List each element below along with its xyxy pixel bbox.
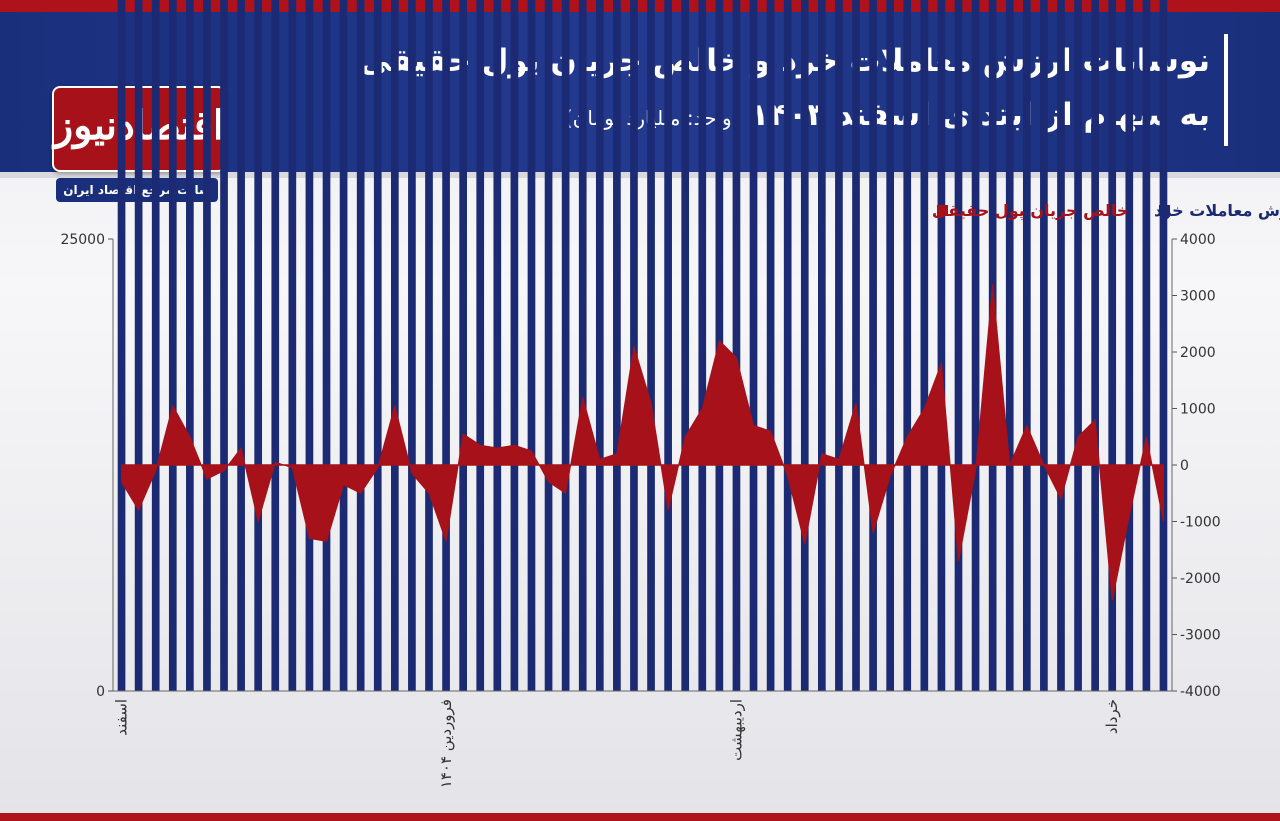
title-accent-bar	[1224, 34, 1228, 146]
right-axis-label: 4000	[1180, 232, 1216, 248]
bar	[595, 0, 604, 691]
bar-series	[117, 0, 1168, 692]
bottom-accent-strip	[0, 813, 1280, 821]
legend: ارزش معاملات خرد خالص جریان پول حقیقی	[932, 201, 1280, 221]
bar	[800, 0, 809, 691]
legend-swatch	[1159, 205, 1170, 216]
bar	[510, 0, 519, 691]
right-axis-label: -1000	[1180, 515, 1221, 531]
right-axis-label: -3000	[1180, 628, 1221, 644]
bar	[186, 0, 194, 691]
bar	[305, 0, 314, 692]
bar	[732, 0, 741, 691]
bar	[220, 0, 228, 692]
x-axis-label: اردیبهشت	[727, 699, 745, 761]
x-axis-label: فروردین ۱۴۰۴	[437, 699, 455, 788]
bar	[971, 0, 980, 691]
bar	[339, 0, 348, 691]
right-axis-label: 2000	[1180, 345, 1216, 361]
bar	[1040, 0, 1048, 691]
bar	[254, 0, 263, 691]
bar	[168, 0, 177, 691]
bar	[852, 0, 860, 691]
bar	[1142, 0, 1151, 691]
right-axis-label: -2000	[1180, 571, 1221, 587]
bar	[783, 0, 792, 691]
bar	[151, 0, 160, 691]
header-divider	[0, 172, 1280, 178]
bar	[237, 0, 245, 691]
bar	[886, 0, 895, 691]
bar	[954, 0, 963, 691]
legend-label: خالص جریان پول حقیقی	[932, 201, 1128, 221]
bar	[1022, 0, 1031, 691]
bar	[1159, 0, 1168, 692]
bar	[766, 0, 775, 691]
bar	[288, 0, 297, 691]
left-axis-label: 25000	[60, 232, 105, 248]
bar	[818, 0, 826, 691]
bar	[561, 0, 570, 691]
bar	[373, 0, 382, 691]
bar	[664, 0, 672, 691]
bar	[1057, 0, 1065, 692]
bar	[408, 0, 416, 692]
net-flow-area	[121, 284, 1164, 601]
bar	[425, 0, 433, 692]
bar	[1091, 0, 1099, 692]
bar	[117, 0, 126, 692]
bar	[527, 0, 536, 691]
bar	[493, 0, 502, 691]
x-axis-label: اسفند	[113, 699, 131, 736]
legend-swatch	[937, 205, 948, 216]
bar	[459, 0, 467, 691]
right-axis-label: 1000	[1180, 402, 1216, 418]
legend-label: ارزش معاملات خرد	[1154, 201, 1280, 220]
bar	[134, 0, 143, 692]
bar	[749, 0, 758, 691]
bar	[681, 0, 690, 691]
bar	[544, 0, 553, 691]
right-axis-label: 0	[1180, 458, 1189, 474]
bar	[613, 0, 621, 691]
right-axis-label: 3000	[1180, 289, 1216, 305]
bar	[869, 0, 877, 691]
bar	[647, 0, 655, 691]
bar	[390, 0, 399, 691]
bar	[698, 0, 707, 691]
bar	[476, 0, 485, 691]
bar	[203, 0, 211, 691]
bar	[356, 0, 365, 692]
bar	[835, 0, 843, 691]
axes: 0250005000075000100000125000150000175000…	[60, 232, 1221, 788]
bar	[1125, 0, 1134, 692]
bar	[1108, 0, 1117, 691]
left-axis-label: 0	[96, 684, 105, 700]
right-axis-label: -4000	[1180, 684, 1221, 700]
bar	[322, 0, 331, 691]
bar	[1074, 0, 1082, 691]
bar	[937, 0, 946, 692]
bar	[1005, 0, 1014, 691]
x-axis-label: خرداد	[1103, 699, 1121, 734]
bar	[578, 0, 587, 691]
bar	[271, 0, 280, 691]
bar	[630, 0, 638, 691]
bar	[920, 0, 929, 691]
bar	[903, 0, 912, 691]
bar	[442, 0, 450, 691]
area-series	[121, 284, 1164, 601]
